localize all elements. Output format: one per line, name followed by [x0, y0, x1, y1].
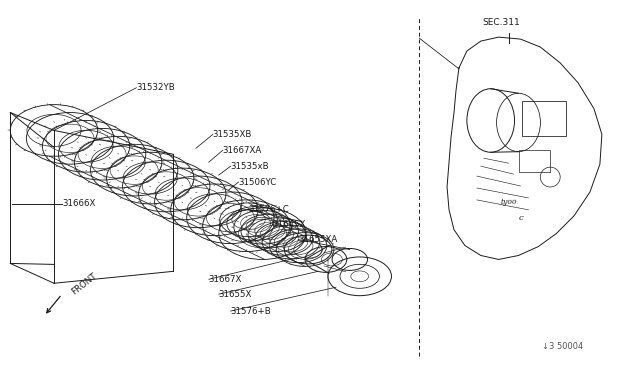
- Text: SEC.311: SEC.311: [483, 18, 520, 27]
- Text: 31535xB: 31535xB: [230, 162, 269, 171]
- Bar: [518, 150, 550, 172]
- Text: 31535XB: 31535XB: [213, 130, 252, 139]
- Text: 31576+B: 31576+B: [230, 307, 271, 315]
- Text: 31667X: 31667X: [209, 275, 242, 284]
- Text: 31506YC: 31506YC: [239, 177, 277, 186]
- Text: FRONT: FRONT: [70, 271, 99, 296]
- Text: 31532YB: 31532YB: [136, 83, 175, 92]
- Text: 31655XA: 31655XA: [298, 235, 337, 244]
- Text: 31645X: 31645X: [273, 220, 306, 229]
- Text: tyoo: tyoo: [500, 198, 517, 206]
- Text: 31666X: 31666X: [62, 199, 95, 208]
- Bar: [522, 101, 566, 137]
- Text: 31667XA: 31667XA: [223, 146, 262, 155]
- Text: 31655X: 31655X: [219, 290, 252, 299]
- Text: c: c: [518, 214, 524, 222]
- Text: 31576+C: 31576+C: [248, 205, 289, 214]
- Text: ↓3 50004: ↓3 50004: [542, 342, 584, 351]
